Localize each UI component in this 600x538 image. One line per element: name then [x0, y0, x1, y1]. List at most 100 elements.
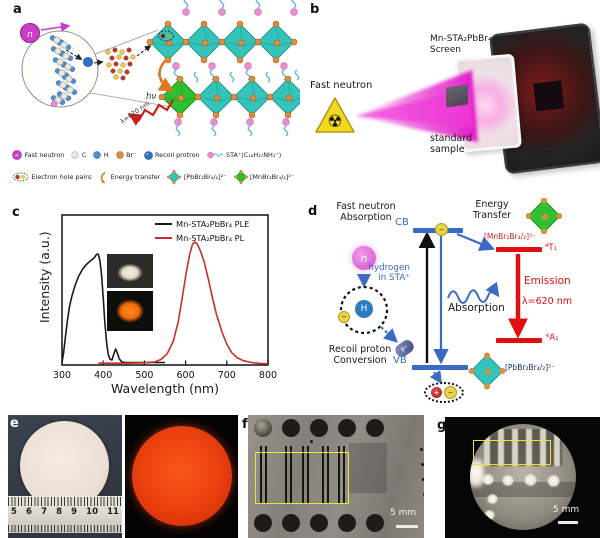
- ple-line-swatch: [155, 223, 172, 225]
- hv-label: hν: [146, 92, 156, 102]
- scale-bar: [558, 521, 578, 524]
- plate-hole: [366, 514, 384, 532]
- powder-photo-daylight: [107, 254, 153, 288]
- absorption-wave-arrow: [447, 281, 500, 304]
- et-line1: Energy: [475, 199, 509, 210]
- ruler-number: 6: [26, 507, 32, 517]
- legend-item-label: Energy transfer: [110, 173, 161, 181]
- legend-item-label: STA⁺(C₁₈H₃₇NH₃⁺): [226, 151, 282, 159]
- radiograph-hole-dot: [482, 474, 494, 485]
- highlight-rect: [473, 440, 551, 465]
- x-axis-title: Wavelength (nm): [111, 381, 219, 396]
- plate-hole: [254, 419, 272, 437]
- orange-glowing-powder-pile: [107, 291, 153, 331]
- transfer-arrow: [136, 44, 152, 57]
- molecule-zoom-circle: [21, 30, 99, 108]
- ruler-number: 5: [11, 507, 17, 517]
- plate-slit: [327, 446, 329, 504]
- electron-hole-pair: + −: [424, 382, 464, 403]
- vb-to-ehpair-arrow: [429, 370, 442, 384]
- fna-line1: Fast neutron: [336, 201, 396, 212]
- a1-label: ⁶A₁: [546, 333, 559, 343]
- electron-ball: −: [338, 311, 350, 323]
- legend-item: C: [71, 151, 86, 159]
- radiograph-hole-dot: [484, 510, 495, 520]
- pb-octahedron-icon: [167, 170, 182, 184]
- neutron-radiograph-disc: [470, 424, 576, 530]
- panel-e: 5 6 7 8 9 10 11 e: [8, 415, 238, 538]
- recoil-line1: Recoil proton: [328, 344, 392, 355]
- energy-diagram-arrows: [339, 231, 528, 384]
- radiograph-hole-dot: [547, 475, 560, 487]
- radiograph-slit-stripes: [484, 429, 562, 466]
- carbon-sphere-icon: [71, 151, 80, 159]
- white-powder-pile: [107, 254, 153, 288]
- legend-entry-ple: Mn-STA₂PbBr₄ PLE: [155, 219, 249, 229]
- chart-legend: Mn-STA₂PbBr₄ PLE Mn-STA₂PbBr₄ PL: [155, 219, 249, 243]
- svg-text:500: 500: [135, 370, 153, 381]
- ruler: 5 6 7 8 9 10 11: [8, 496, 122, 533]
- legend-item-label: C: [81, 151, 87, 159]
- emission-wave-arrow: [128, 99, 174, 126]
- lambda-label: λ=620 nm: [522, 296, 573, 307]
- hydrogen-in-sta-label: hydrogen in STA⁺: [358, 263, 410, 284]
- panel-a-label: a: [13, 2, 22, 17]
- svg-text:300: 300: [53, 370, 71, 381]
- plate-slit: [302, 446, 304, 504]
- hydrogen-orbit-circle: [339, 285, 389, 335]
- ruler-numbers: 5 6 7 8 9 10 11: [11, 507, 119, 517]
- legend-item: STA⁺(C₁₈H₃₇NH₃⁺): [206, 151, 282, 159]
- radiation-warning-icon: ☢: [315, 97, 355, 133]
- zoom-cone-line-top: [92, 29, 159, 56]
- sample-label-line1: standard: [430, 133, 473, 144]
- svg-text:n: n: [15, 153, 19, 159]
- ruler-number: 11: [107, 507, 119, 517]
- legend-item-label: [PbBr₂Br₄/₂]²⁻: [183, 173, 227, 181]
- legend-item: [MnBr₂Br₄/₂]²⁻: [233, 170, 294, 184]
- panel-d: d Fast neutron Absorption n H − Recoil p…: [300, 198, 600, 403]
- panel-g-label: g: [437, 418, 447, 433]
- small-hole: [420, 448, 423, 451]
- plate-slit: [260, 446, 262, 504]
- radiation-trefoil-glyph: ☢: [327, 112, 342, 132]
- panel-d-label: d: [308, 204, 318, 219]
- recoil-proton-conversion-label: Recoil proton Conversion: [302, 344, 418, 366]
- svg-text:600: 600: [177, 370, 195, 381]
- hydrogen-sphere-icon: [93, 151, 102, 159]
- ruler-ticks-bottom: [8, 525, 122, 532]
- radiograph-hole-dot: [524, 474, 537, 486]
- plate-slit: [307, 446, 309, 504]
- fast-neutron-absorption-label: Fast neutron Absorption: [318, 201, 414, 223]
- legend-entry-pl: Mn-STA₂PbBr₄ PL: [155, 233, 249, 243]
- ple-legend-label: Mn-STA₂PbBr₄ PLE: [176, 219, 250, 229]
- standard-sample-cube: [446, 84, 468, 108]
- ruler-number: 7: [41, 507, 47, 517]
- sta-cation-icon: [206, 151, 224, 159]
- plate-slit: [343, 446, 345, 504]
- recoil-proton-icon: [143, 150, 153, 160]
- absorption-label: Absorption: [448, 302, 505, 314]
- pl-legend-label: Mn-STA₂PbBr₄ PL: [176, 233, 245, 243]
- pb-complex-label: [PbBr₂Br₄/₂]²⁻: [505, 363, 556, 372]
- mn-octahedron-icon: [233, 170, 248, 184]
- panel-a-legend-row2: Electron hole pairs Energy transfer [PbBr₂…: [12, 170, 294, 184]
- panel-a: a n hν λ=620 nm n Fas: [0, 0, 300, 195]
- ccd-label: CCD: [530, 150, 552, 161]
- hsta-line2: in STA⁺: [378, 273, 410, 284]
- neutron-ball: n: [352, 246, 376, 270]
- highlight-rect: [255, 452, 349, 504]
- panel-f: 5 mm: [248, 415, 424, 538]
- warning-triangle: [315, 97, 355, 133]
- legend-item: H: [93, 151, 109, 159]
- svg-text:700: 700: [218, 370, 236, 381]
- y-axis-title: Intensity (a.u.): [37, 231, 52, 323]
- plot-frame: [61, 214, 269, 366]
- hydrogen-to-proton-arrow: [380, 326, 398, 343]
- cb-electron-ball: −: [435, 223, 448, 236]
- ruler-number: 8: [56, 507, 63, 517]
- legend-item-label: Fast neutron: [24, 151, 65, 159]
- energy-transfer-to-t1-arrow: [456, 232, 496, 251]
- energy-transfer-icon: [98, 171, 108, 184]
- plate-hole: [310, 419, 328, 437]
